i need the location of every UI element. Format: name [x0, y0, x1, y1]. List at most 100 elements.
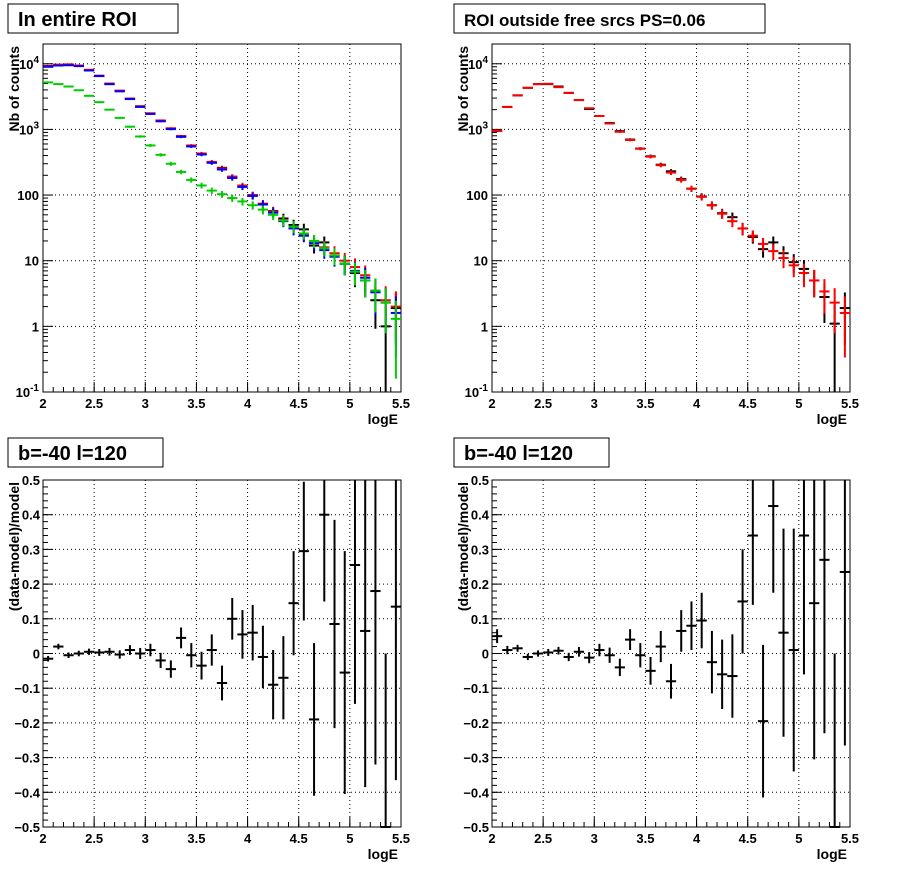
data-point	[512, 644, 523, 652]
y-tick-label: −0.4	[14, 785, 40, 800]
y-tick-label: 0.2	[22, 577, 40, 592]
y-tick-label: 100	[17, 188, 39, 203]
data-point	[104, 108, 115, 111]
data-point	[227, 597, 238, 640]
data-point	[165, 161, 176, 166]
data-point	[522, 86, 533, 89]
data-point	[492, 629, 503, 644]
x-tick-label: 2	[39, 831, 46, 846]
data-point	[696, 592, 707, 649]
data-point	[798, 480, 810, 675]
data-point	[298, 228, 309, 240]
x-tick-label: 3.5	[636, 396, 654, 411]
x-tick-label: 2	[488, 396, 495, 411]
data-point	[727, 216, 738, 228]
y-tick-label: 1	[481, 319, 488, 334]
data-point	[135, 135, 146, 138]
x-axis-label: logE	[817, 411, 847, 427]
data-point	[512, 94, 523, 97]
data-point	[53, 83, 64, 86]
data-point	[186, 177, 197, 183]
data-point	[43, 81, 54, 84]
data-point	[114, 90, 125, 93]
data-point	[53, 643, 64, 650]
data-point	[165, 660, 176, 678]
data-point	[196, 152, 207, 157]
x-axis-label: logE	[817, 846, 847, 862]
data-point	[257, 205, 269, 215]
data-point	[768, 244, 779, 260]
data-point	[94, 101, 105, 104]
data-point	[604, 647, 615, 663]
data-point	[614, 658, 625, 677]
data-point	[288, 221, 299, 234]
data-point	[206, 160, 217, 165]
data-point	[532, 650, 544, 657]
data-point	[114, 116, 125, 119]
data-point	[624, 138, 636, 142]
data-point	[216, 665, 228, 701]
data-point	[757, 237, 769, 252]
data-point	[747, 230, 758, 243]
data-point	[288, 551, 299, 656]
data-point	[390, 480, 401, 781]
x-tick-label: 4.5	[739, 396, 757, 411]
x-axis-label: logE	[368, 411, 398, 427]
x-tick-label: 2	[39, 396, 46, 411]
data-point	[380, 653, 391, 828]
data-point	[563, 91, 574, 94]
x-tick-label: 4.5	[290, 831, 308, 846]
data-point	[63, 652, 74, 659]
data-point	[43, 65, 54, 68]
x-tick-label: 3.5	[636, 831, 654, 846]
data-point	[175, 135, 187, 139]
x-tick-label: 5	[795, 831, 802, 846]
data-point	[543, 648, 554, 656]
data-point	[135, 105, 146, 108]
data-point	[308, 643, 320, 796]
data-point	[645, 154, 656, 159]
y-axis-label: Nb of counts	[455, 46, 471, 132]
data-point	[349, 480, 361, 704]
x-tick-label: 2.5	[85, 831, 103, 846]
data-point	[83, 94, 95, 97]
data-point	[696, 193, 707, 201]
y-tick-label: 104	[468, 55, 488, 72]
x-tick-label: 4	[693, 831, 701, 846]
data-point	[635, 643, 646, 668]
data-point	[349, 262, 361, 286]
x-tick-label: 4.5	[290, 396, 308, 411]
data-point	[584, 652, 595, 664]
x-tick-label: 3.5	[187, 831, 205, 846]
data-point	[257, 625, 269, 689]
y-axis-label: Nb of counts	[6, 46, 22, 132]
data-point	[308, 235, 320, 249]
data-point	[390, 300, 401, 379]
data-point	[63, 64, 74, 67]
data-point	[737, 549, 748, 654]
data-point	[604, 122, 615, 125]
data-point	[645, 656, 656, 685]
data-point	[553, 86, 564, 89]
data-point	[492, 129, 503, 132]
data-point	[594, 115, 605, 118]
data-point	[788, 528, 799, 772]
data-point	[73, 650, 84, 657]
y-tick-label: −0.2	[463, 716, 489, 731]
x-tick-label: 2.5	[85, 396, 103, 411]
data-point	[502, 645, 513, 655]
data-point	[124, 98, 136, 101]
data-point	[573, 646, 585, 657]
y-tick-label: −0.2	[14, 716, 40, 731]
data-point	[278, 636, 289, 720]
data-point	[665, 663, 677, 699]
data-point	[788, 256, 799, 278]
data-point	[676, 610, 687, 652]
y-tick-label: 0.5	[22, 473, 40, 488]
data-point	[155, 652, 166, 669]
chart-title: ROI outside free srcs PS=0.06	[464, 11, 705, 30]
panel-3: 2 2.5 3 3.5 4 4.5 5 5.5 −0.5 −0.4 −0.3 −0.2 −0.1 0 0.1…	[6, 437, 410, 862]
data-point	[114, 650, 125, 659]
series-4	[43, 81, 401, 379]
data-point	[614, 130, 625, 133]
